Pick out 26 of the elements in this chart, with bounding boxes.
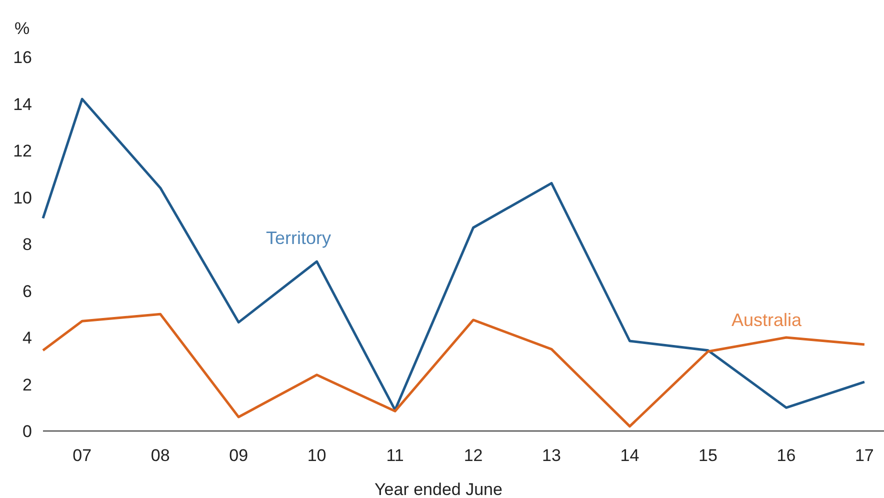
x-tick-label: 16: [776, 446, 796, 465]
series-label: Territory: [266, 228, 331, 248]
x-tick-label: 14: [620, 446, 640, 465]
x-tick-label: 17: [854, 446, 874, 465]
x-tick-label: 07: [72, 446, 92, 465]
x-tick-label: 08: [150, 446, 170, 465]
x-axis-title: Year ended June: [374, 480, 502, 498]
y-tick-label: 12: [13, 142, 32, 160]
y-tick-label: 2: [22, 375, 32, 394]
y-tick-label: 14: [13, 94, 32, 114]
y-tick-label: 8: [22, 235, 32, 254]
y-tick-label: 10: [13, 188, 32, 208]
line-series: [42, 98, 866, 412]
y-tick-label: 6: [22, 282, 32, 301]
series-label: Australia: [731, 310, 802, 330]
x-tick-label: 11: [386, 446, 404, 465]
y-tick-label: 4: [22, 328, 32, 348]
x-tick-label: 15: [698, 446, 718, 465]
x-tick-label: 09: [229, 446, 248, 465]
x-tick-label: 12: [464, 446, 483, 465]
x-tick-label: 13: [542, 446, 561, 465]
x-tick-label: 10: [307, 446, 326, 465]
y-axis-title: %: [14, 19, 30, 38]
line-series: [42, 312, 866, 428]
y-tick-label: 16: [13, 48, 32, 67]
y-tick-label: 0: [22, 422, 32, 441]
